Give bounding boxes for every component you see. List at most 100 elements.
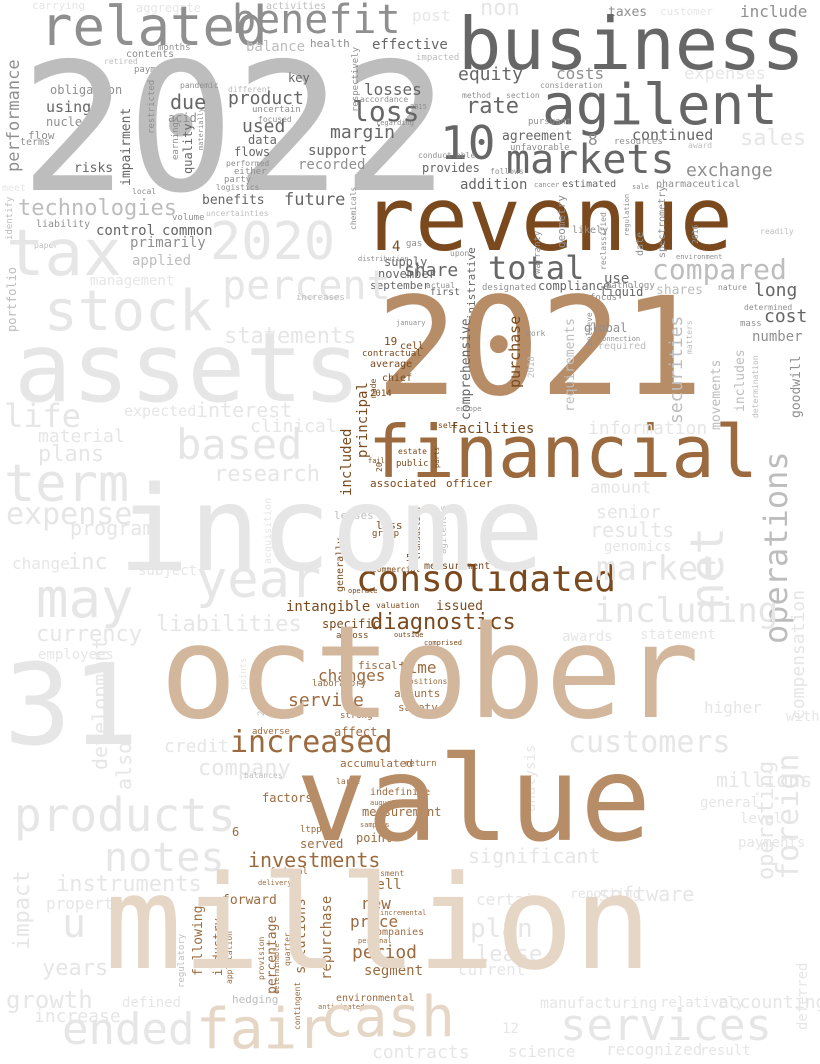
word-lease: lease: [476, 942, 543, 967]
word-costs: costs: [556, 64, 605, 83]
word-liquid: liquid: [600, 285, 644, 299]
word-activities: activities: [266, 1, 327, 12]
word-cost: cost: [764, 306, 808, 327]
word-genomics: genomics: [604, 539, 672, 555]
word-supply: supply: [384, 255, 428, 269]
word-restricted: restricted: [147, 79, 157, 134]
word-environment: environment: [676, 253, 723, 261]
word-materially: materially: [197, 107, 205, 150]
word-accumulated: accumulated: [340, 757, 413, 770]
word-agreement: agreement: [502, 129, 573, 144]
word-program: program: [70, 516, 155, 540]
word-senior: senior: [596, 502, 662, 523]
word-volume: volume: [172, 213, 205, 223]
word-percent: percent: [222, 263, 391, 309]
word-liability: liability: [36, 219, 91, 230]
word-measure: measurement: [362, 805, 442, 819]
word-incremental: incremental: [380, 909, 427, 917]
word-months: months: [158, 43, 191, 53]
word-stock: stock: [44, 279, 213, 344]
word-segment: segment: [364, 963, 424, 979]
word-balance: balance: [246, 39, 306, 55]
word-warranty: warranty: [533, 230, 543, 274]
word-material: material: [38, 426, 125, 447]
word-sale: sale: [632, 183, 649, 191]
word-includes: includes: [733, 349, 748, 412]
word-benefit: benefit: [232, 0, 401, 43]
word-health: health: [310, 37, 350, 50]
word-mete: meet: [2, 183, 27, 194]
word-commercial: commercial: [372, 565, 421, 574]
word-expense: expense: [6, 497, 133, 532]
word-higher: higher: [704, 698, 762, 717]
word-products: products: [14, 788, 236, 842]
word-consideration: consideration: [540, 81, 603, 90]
word-payments: payments: [738, 835, 806, 851]
word-due: due: [170, 90, 207, 114]
word-life: life: [4, 397, 82, 435]
word-provides: provides: [422, 161, 480, 175]
word-return: return: [404, 759, 437, 769]
word-obligation: obligation: [50, 83, 123, 97]
word-spectrometry: spectrometry: [657, 185, 668, 258]
word-gas: gas: [406, 239, 423, 249]
word-able: able: [456, 151, 476, 160]
word-valuation: valuation: [376, 601, 420, 610]
word-statements: statements: [224, 324, 357, 349]
word-date: date: [635, 231, 646, 256]
word-cash: cash: [320, 985, 455, 1050]
word-intangible: intangible: [286, 599, 371, 615]
word-also: also: [112, 741, 136, 790]
word-equity: equity: [458, 64, 524, 85]
word-fiscal: fiscal: [358, 659, 398, 672]
word-officer: officer: [446, 477, 493, 490]
word-certain: certain: [476, 890, 544, 909]
word-november: november: [378, 267, 436, 281]
word-plan: plan: [470, 914, 533, 944]
word-deferred: deferred: [795, 962, 811, 1030]
word-earnings: earnings: [171, 116, 181, 160]
word-outside: outside: [394, 631, 424, 639]
word-pursuant: pursuant: [528, 117, 572, 127]
word-related: related: [40, 0, 268, 58]
word-post: post: [412, 6, 451, 25]
word-sell: sell: [438, 421, 458, 430]
word-purchase: purchase: [506, 315, 524, 388]
word-large: large: [336, 777, 361, 786]
word-consolidated: consolidated: [356, 559, 617, 600]
word-conduct: conduct: [418, 151, 452, 160]
word-margin: margin: [330, 122, 396, 143]
word-changes: changes: [318, 666, 386, 685]
word-payment: payment: [134, 65, 172, 75]
word-different: different: [228, 85, 272, 94]
word-paper: paper: [34, 241, 59, 250]
word-exchange: exchange: [686, 160, 773, 181]
word-well: well: [368, 877, 402, 893]
word-w2022: 2022: [20, 25, 449, 232]
word-w5: 5: [406, 553, 413, 564]
word-assessment: assessment: [356, 869, 405, 878]
word-agilent: agilent: [542, 73, 779, 138]
word-using: using: [46, 98, 92, 116]
word-primarily: primarily: [130, 235, 206, 251]
word-increase: increase: [34, 1006, 121, 1027]
word-control: control: [96, 223, 156, 239]
word-market: market: [596, 549, 719, 589]
word-result: result: [700, 1043, 751, 1059]
word-recognized: recognized: [606, 1040, 703, 1059]
word-nucleic: nucleic: [46, 115, 97, 129]
word-average: average: [370, 359, 413, 370]
word-compensation: compensation: [788, 589, 809, 720]
word-facilities: facilities: [450, 421, 535, 437]
word-leases: leases: [334, 509, 374, 522]
word-product: product: [228, 88, 304, 109]
word-balances: balances: [244, 771, 283, 780]
word-increases: increases: [296, 293, 345, 303]
word-level: level: [740, 811, 783, 827]
word-common: common: [162, 223, 213, 239]
word-fair: fair: [196, 997, 331, 1062]
word-pandemic: pandemic: [180, 81, 219, 90]
word-determined: determined: [744, 303, 793, 312]
word-uncertainties: uncertainties: [206, 209, 269, 218]
